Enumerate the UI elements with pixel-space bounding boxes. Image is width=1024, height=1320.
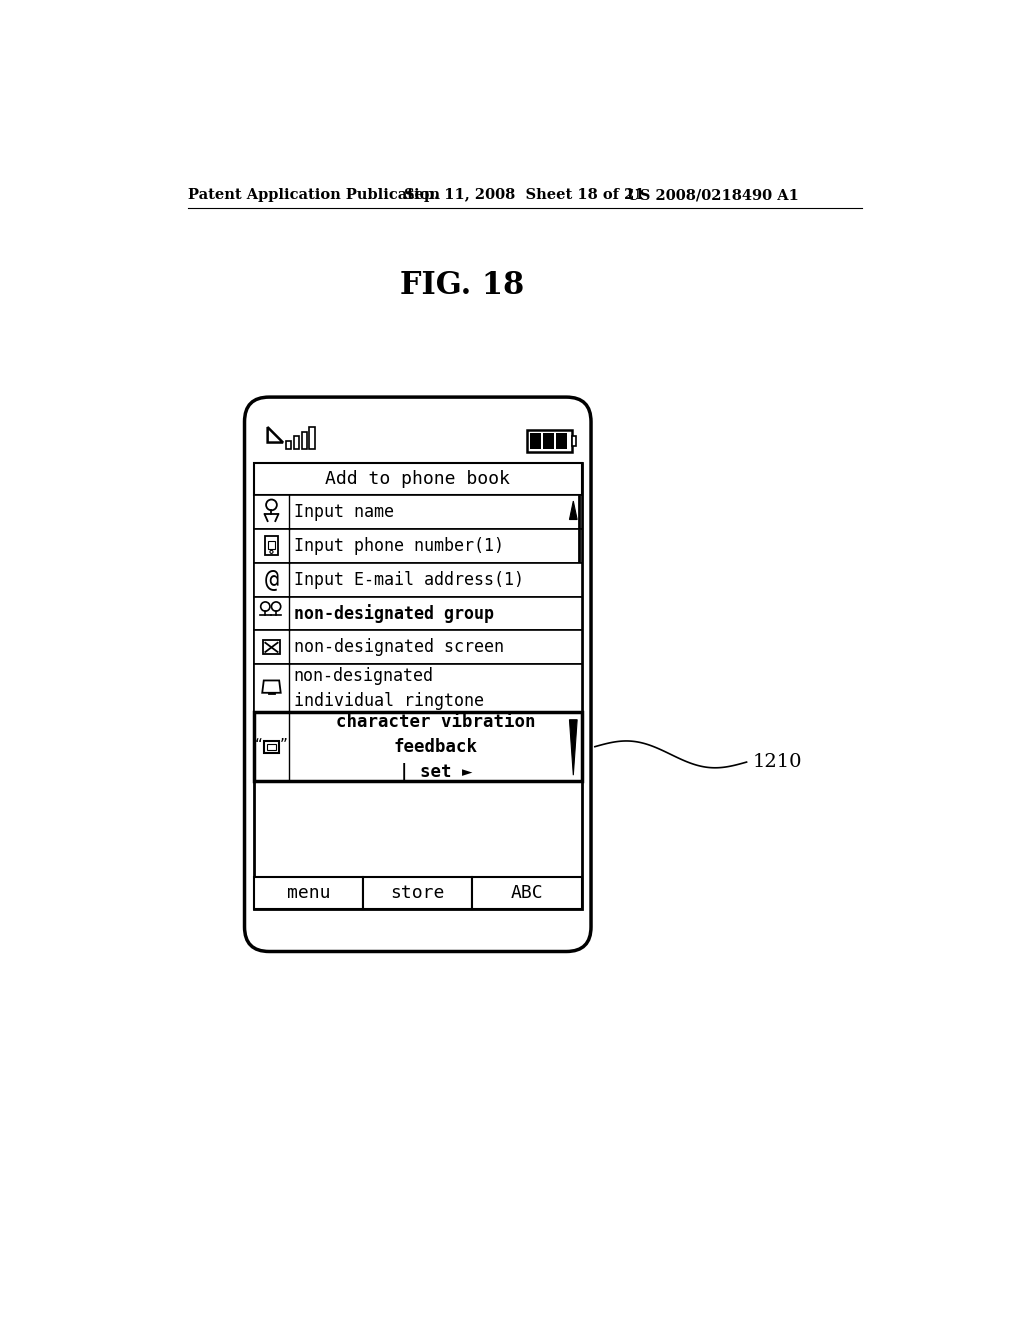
Text: Input name: Input name	[294, 503, 394, 521]
Bar	[254, 631, 582, 664]
Bar	[544, 433, 554, 449]
Text: Input E-mail address(1): Input E-mail address(1)	[294, 570, 524, 589]
Text: ABC: ABC	[511, 884, 544, 902]
Text: “: “	[255, 738, 263, 752]
Bar	[254, 529, 582, 562]
Bar	[254, 664, 582, 711]
Bar	[556, 433, 567, 449]
Text: ”: ”	[280, 738, 288, 752]
Bar	[254, 711, 582, 781]
Bar	[264, 741, 280, 752]
Text: non-designated
individual ringtone: non-designated individual ringtone	[294, 667, 483, 710]
FancyBboxPatch shape	[245, 397, 591, 952]
Text: 1210: 1210	[753, 754, 802, 771]
Text: Add to phone book: Add to phone book	[326, 470, 510, 487]
Text: Input phone number(1): Input phone number(1)	[294, 537, 504, 554]
Text: non-designated screen: non-designated screen	[294, 639, 504, 656]
Bar	[254, 495, 582, 529]
Text: US 2008/0218490 A1: US 2008/0218490 A1	[628, 189, 799, 202]
Text: character vibration
feedback
| set ►: character vibration feedback | set ►	[336, 713, 536, 780]
Bar	[254, 562, 582, 597]
Text: FIG. 18: FIG. 18	[399, 271, 524, 301]
Bar	[254, 876, 364, 909]
Text: @: @	[264, 568, 279, 591]
Bar	[309, 428, 314, 449]
Text: Sep. 11, 2008  Sheet 18 of 21: Sep. 11, 2008 Sheet 18 of 21	[403, 189, 644, 202]
Bar	[472, 876, 582, 909]
Bar	[254, 462, 582, 909]
Bar	[265, 536, 278, 554]
Bar	[571, 437, 577, 446]
Bar	[263, 640, 280, 655]
Polygon shape	[569, 502, 578, 520]
Bar	[254, 597, 582, 631]
Polygon shape	[569, 719, 578, 775]
Bar	[364, 876, 472, 909]
Bar	[527, 430, 571, 451]
Bar	[530, 433, 541, 449]
Text: non-designated group: non-designated group	[294, 605, 494, 623]
Bar	[301, 432, 307, 449]
Bar	[267, 743, 276, 750]
Bar	[286, 441, 292, 449]
Bar	[267, 541, 275, 549]
Text: store: store	[390, 884, 445, 902]
Bar	[254, 462, 582, 495]
Text: Patent Application Publication: Patent Application Publication	[188, 189, 440, 202]
Text: menu: menu	[287, 884, 330, 902]
Bar	[294, 437, 299, 449]
